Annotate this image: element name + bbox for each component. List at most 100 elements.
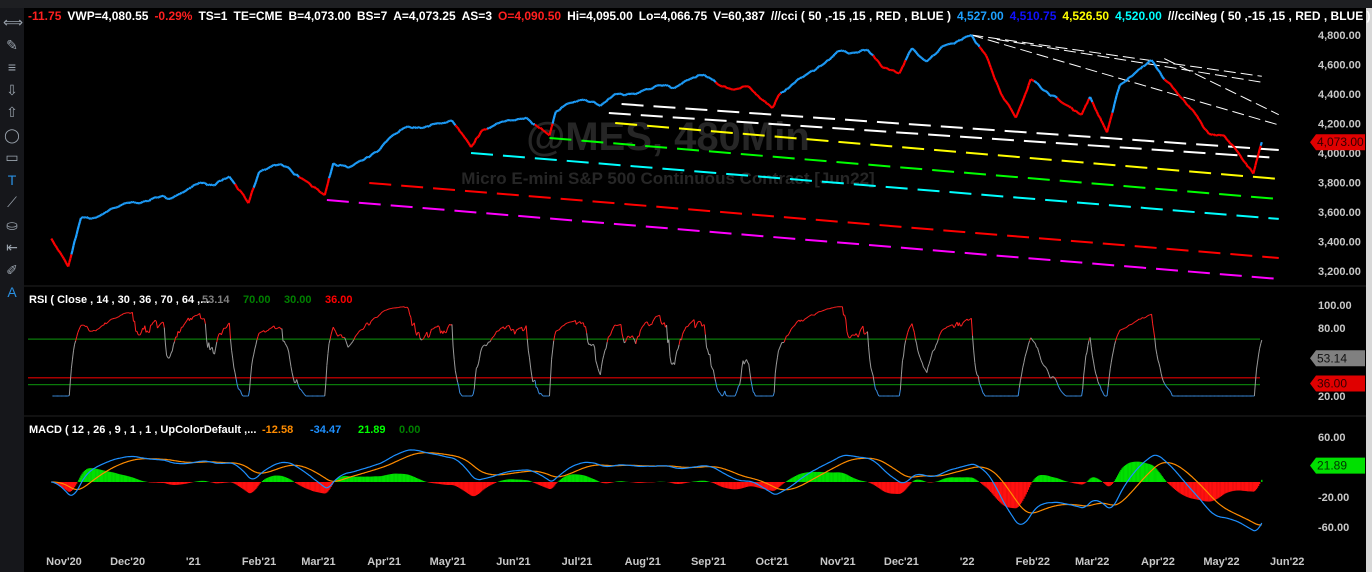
rsi-segment (683, 329, 686, 332)
price-bar (390, 134, 394, 138)
price-bar (1003, 99, 1007, 102)
price-bar (310, 185, 314, 188)
trendline[interactable] (971, 34, 1279, 126)
rsi-segment (95, 329, 98, 332)
arrow-up-icon[interactable]: ⇧ (6, 104, 18, 120)
price-bar (471, 143, 474, 147)
trendline[interactable] (608, 112, 1279, 160)
highlighter-icon[interactable]: ✐ (6, 261, 18, 278)
rsi-segment (738, 384, 740, 387)
rsi-segment (875, 388, 877, 391)
line-icon[interactable]: ⟋ (7, 194, 17, 210)
rsi-segment (1254, 369, 1257, 382)
date-axis-label: '22 (960, 556, 975, 568)
price-bar (397, 130, 401, 134)
rsi-segment (238, 388, 240, 390)
ellipse-icon[interactable]: ◯ (4, 126, 20, 143)
scrollbar[interactable] (1366, 8, 1372, 572)
rsi-segment (739, 378, 742, 386)
rsi-segment (967, 319, 970, 321)
price-bar (489, 126, 492, 129)
price-bar (1046, 92, 1050, 95)
rsi-segment (460, 394, 463, 397)
price-bar (973, 40, 977, 44)
rsi-segment (154, 319, 157, 322)
pen-icon[interactable]: ✎ (6, 36, 18, 53)
trendline[interactable] (615, 122, 1279, 180)
price-bar (1183, 101, 1187, 104)
rsi-segment (635, 338, 638, 345)
price-bar (652, 86, 655, 89)
text-icon[interactable]: T (7, 171, 17, 188)
rsi-segment (1102, 391, 1105, 395)
rsi-segment (1118, 330, 1121, 333)
price-bar (709, 76, 712, 80)
price-bar (790, 83, 793, 87)
rsi-segment (1258, 348, 1261, 355)
price-bar (270, 165, 273, 168)
price-bar (551, 118, 555, 124)
rsi-segment (590, 344, 593, 347)
price-bar (1256, 153, 1260, 158)
rsi-segment (639, 328, 642, 331)
price-bar (664, 83, 668, 87)
rsi-segment (134, 320, 137, 332)
rsi-segment (131, 312, 134, 322)
rsi-segment (941, 329, 944, 332)
price-bar (382, 142, 386, 146)
resize-icon[interactable]: ⟺ (3, 14, 24, 30)
rsi-segment (449, 323, 452, 326)
price-bar (74, 233, 78, 239)
date-axis-label: Aug'21 (625, 556, 661, 568)
price-bar (945, 43, 948, 47)
rsi-segment (743, 361, 746, 365)
price-bar (893, 69, 896, 73)
rsi-segment (868, 347, 871, 360)
trendline[interactable] (369, 181, 1279, 260)
trendline[interactable] (996, 38, 1262, 83)
price-bar (133, 201, 137, 204)
rsi-segment (1100, 389, 1103, 393)
rectangle-icon[interactable]: ▭ (5, 149, 19, 165)
price-bar (392, 133, 395, 137)
price-bar (1070, 107, 1074, 111)
price-bar (479, 130, 483, 134)
rsi-last-tag (1310, 350, 1365, 367)
rsi-segment (751, 386, 754, 392)
rsi-segment (1037, 347, 1040, 353)
trendline[interactable] (1164, 58, 1279, 116)
price-bar (356, 160, 359, 164)
rsi-segment (330, 330, 333, 335)
fill-icon[interactable]: ⛀ (6, 216, 18, 233)
rsi-segment (846, 331, 849, 337)
lines-icon[interactable]: ≡ (7, 59, 17, 75)
date-axis-label: Jul'21 (562, 556, 593, 568)
price-bar (76, 225, 80, 230)
rsi-segment (70, 358, 73, 369)
price-bar (807, 71, 810, 75)
trendline[interactable] (549, 136, 1279, 201)
arrow-down-icon[interactable]: ⇩ (6, 81, 18, 98)
price-bar (993, 77, 997, 81)
trendline[interactable] (470, 152, 1279, 220)
price-bar (786, 87, 790, 90)
text-label-icon[interactable]: A (7, 284, 17, 300)
price-bar (675, 85, 678, 89)
rsi-segment (774, 364, 777, 374)
trendline[interactable] (326, 199, 1279, 280)
rsi-segment (1099, 386, 1102, 391)
rsi-last-tag-text: 53.14 (1317, 351, 1347, 365)
price-bar (1115, 91, 1119, 96)
price-bar (107, 208, 111, 212)
trendline[interactable] (621, 103, 1279, 152)
rsi-segment (1083, 365, 1086, 376)
rsi-segment (253, 348, 256, 355)
rsi-segment (1119, 329, 1122, 331)
rsi-segment (1094, 368, 1097, 374)
rsi-segment (734, 392, 737, 397)
price-bar (213, 183, 217, 187)
trendline[interactable] (971, 34, 1262, 77)
rsi-segment (357, 330, 360, 333)
back-icon[interactable]: ⇤ (6, 239, 18, 255)
